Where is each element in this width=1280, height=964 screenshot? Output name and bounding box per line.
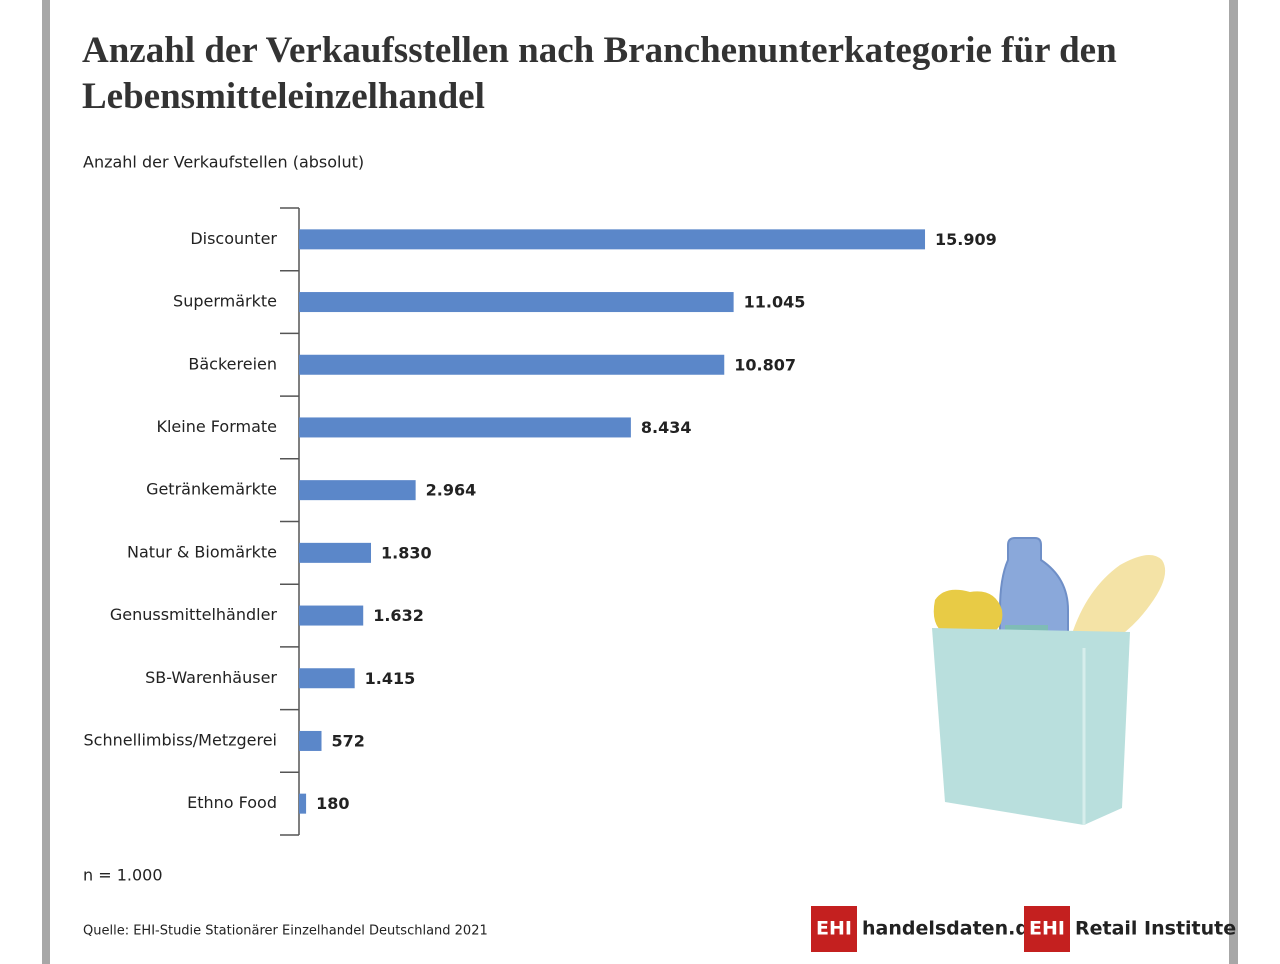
value-label: 11.045	[744, 293, 806, 312]
border-right	[1229, 0, 1238, 964]
logo-text: Retail Institute	[1075, 918, 1236, 940]
value-label: 8.434	[641, 418, 692, 437]
bar	[299, 292, 734, 313]
note: n = 1.000	[83, 866, 163, 885]
subtitle: Anzahl der Verkaufstellen (absolut)	[83, 153, 364, 172]
source: Quelle: EHI-Studie Stationärer Einzelhan…	[83, 924, 488, 939]
title-box: Anzahl der Verkaufsstellen nach Branchen…	[82, 30, 1117, 117]
y-tick-label: Bäckereien	[188, 354, 277, 373]
bar	[299, 542, 372, 563]
bar	[299, 480, 416, 501]
value-label: 180	[316, 794, 349, 813]
border-left	[42, 0, 50, 964]
value-label: 1.415	[365, 669, 416, 688]
logo-box	[1024, 906, 1070, 952]
value-label: 15.909	[935, 230, 997, 249]
y-tick-label: SB-Warenhäuser	[145, 668, 277, 687]
bar	[299, 417, 631, 438]
y-tick-label: Supermärkte	[173, 292, 277, 311]
y-tick-label: Kleine Formate	[156, 417, 277, 436]
value-label: 1.632	[373, 606, 424, 625]
illustration	[932, 537, 1166, 825]
value-label: 572	[332, 731, 365, 750]
value-label: 2.964	[426, 481, 477, 500]
bar	[299, 354, 725, 375]
y-tick-label: Natur & Biomärkte	[127, 542, 277, 561]
bar	[299, 605, 364, 626]
chart-title: Anzahl der Verkaufsstellen nach Branchen…	[82, 30, 1117, 117]
y-tick-label: Genussmittelhändler	[110, 605, 278, 624]
y-tick-label: Schnellimbiss/Metzgerei	[84, 730, 278, 749]
bar	[299, 229, 926, 250]
y-tick-label: Ethno Food	[187, 793, 277, 812]
logo-box	[811, 906, 857, 952]
y-tick-label: Getränkemärkte	[146, 480, 277, 499]
bar	[299, 668, 355, 689]
bar	[299, 730, 322, 751]
value-label: 1.830	[381, 543, 432, 562]
logo-text: EHI	[1029, 918, 1065, 940]
logo-text: handelsdaten.de	[862, 918, 1042, 940]
value-label: 10.807	[734, 355, 796, 374]
bar	[299, 793, 307, 814]
y-tick-label: Discounter	[190, 229, 277, 248]
logo-text: EHI	[816, 918, 852, 940]
